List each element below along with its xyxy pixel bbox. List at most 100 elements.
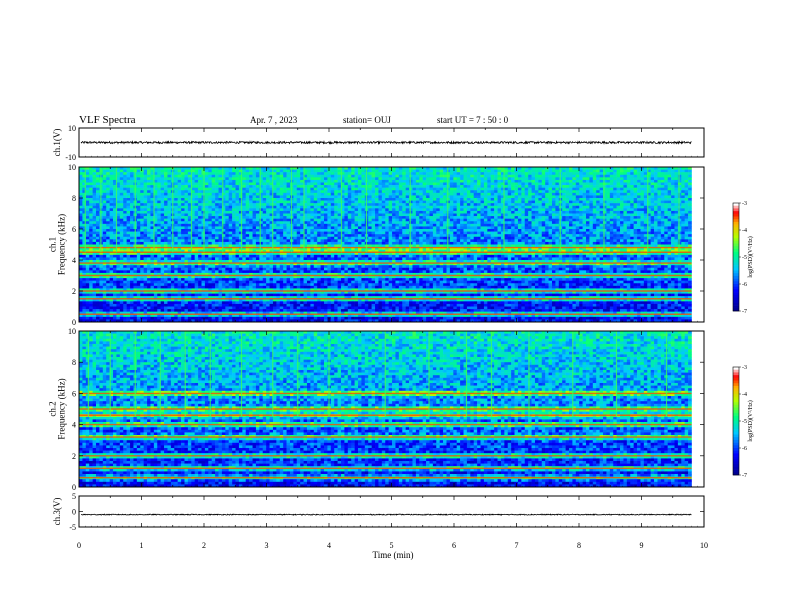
spectrogram-cell — [296, 218, 301, 222]
spectrogram-cell — [130, 285, 134, 289]
spectrogram-cell — [218, 241, 223, 245]
spectrogram-cell — [313, 210, 318, 214]
spectrogram-cell — [306, 288, 311, 292]
spectrogram-cell — [150, 185, 155, 188]
spectrogram-cell — [96, 280, 100, 284]
spectrogram-cell — [238, 254, 243, 258]
spectrogram-cell — [126, 285, 131, 289]
spectrogram-cell — [341, 293, 345, 297]
spectrogram-cell — [130, 247, 134, 250]
spectrogram-cell — [174, 316, 178, 320]
spectrogram-cell — [296, 236, 301, 240]
spectrogram-cell — [232, 301, 236, 305]
spectrogram-cell — [204, 172, 209, 176]
spectrogram-cell — [262, 167, 267, 170]
spectrogram-cell — [201, 301, 206, 305]
spectrogram-cell — [262, 236, 267, 240]
spectrogram-cell — [123, 200, 127, 204]
spectrogram-cell — [232, 267, 236, 271]
spectrogram-cell — [116, 285, 121, 289]
spectrogram-cell — [204, 298, 209, 302]
spectrogram-cell — [194, 257, 199, 261]
spectrogram-cell — [255, 291, 260, 294]
spectrogram-cell — [116, 278, 121, 281]
spectrogram-cell — [92, 249, 97, 253]
spectrogram-cell — [341, 231, 345, 235]
spectrogram-cell — [293, 283, 298, 287]
spectrogram-cell — [136, 187, 141, 191]
spectrogram-cell — [327, 236, 332, 240]
spectrogram-cell — [211, 252, 216, 256]
spectrogram-cell — [208, 247, 213, 250]
spectrogram-cell — [116, 298, 121, 302]
spectrogram-cell — [218, 319, 223, 323]
spectrogram-cell — [177, 309, 182, 312]
spectrogram-cell — [102, 254, 107, 258]
spectrogram-cell — [300, 291, 304, 294]
spectrogram-cell — [283, 213, 287, 217]
spectrogram-cell — [181, 303, 185, 307]
spectrogram-cell — [218, 252, 223, 256]
spectrogram-cell — [279, 169, 284, 173]
spectrogram-cell — [242, 229, 247, 232]
spectrogram-cell — [164, 272, 168, 276]
spectrogram-cell — [201, 270, 206, 274]
spectrogram-cell — [249, 203, 253, 207]
spectrogram-cell — [215, 257, 219, 261]
spectrogram-cell — [272, 226, 277, 230]
spectrogram-cell — [341, 291, 345, 294]
spectrogram-cell — [283, 301, 287, 305]
spectrogram-cell — [218, 223, 223, 227]
spectrogram-cell — [198, 272, 202, 276]
spectrogram-cell — [313, 319, 318, 323]
spectrogram-cell — [300, 316, 304, 320]
spectrogram-cell — [266, 198, 270, 201]
spectrogram-cell — [317, 298, 321, 302]
spectrogram-cell — [269, 270, 274, 274]
spectrogram-cell — [191, 236, 195, 240]
spectrogram-cell — [347, 262, 352, 266]
spectrogram-cell — [300, 265, 304, 269]
spectrogram-cell — [82, 169, 87, 173]
spectrogram-cell — [286, 187, 291, 191]
spectrogram-cell — [92, 198, 97, 201]
spectrogram-cell — [327, 293, 332, 297]
spectrogram-cell — [96, 192, 100, 196]
spectrogram-cell — [150, 223, 155, 227]
spectrogram-cell — [191, 272, 195, 276]
spectrogram-cell — [89, 172, 93, 176]
spectrogram-cell — [82, 280, 87, 284]
spectrogram-cell — [245, 203, 250, 207]
spectrogram-cell — [351, 182, 355, 186]
spectrogram-cell — [235, 296, 240, 300]
spectrogram-cell — [194, 275, 199, 279]
spectrogram-cell — [89, 231, 93, 235]
spectrogram-cell — [123, 203, 127, 207]
spectrogram-cell — [252, 267, 257, 271]
spectrogram-cell — [126, 231, 131, 235]
spectrogram-cell — [215, 234, 219, 238]
spectrogram-cell — [211, 179, 216, 183]
spectrogram-cell — [187, 270, 192, 274]
spectrogram-cell — [96, 247, 100, 250]
spectrogram-cell — [102, 239, 107, 243]
spectrogram-cell — [82, 216, 87, 219]
spectrogram-cell — [347, 174, 352, 178]
spectrogram-cell — [184, 231, 189, 235]
spectrogram-cell — [99, 311, 104, 315]
spectrogram-cell — [351, 231, 355, 235]
spectrogram-cell — [303, 285, 308, 289]
spectrogram-cell — [167, 234, 172, 238]
spectrogram-cell — [215, 172, 219, 176]
spectrogram-cell — [238, 221, 243, 225]
spectrogram-cell — [174, 192, 178, 196]
spectrogram-cell — [140, 301, 144, 305]
spectrogram-cell — [238, 316, 243, 320]
spectrogram-cell — [187, 247, 192, 250]
spectrogram-cell — [289, 267, 294, 271]
spectrogram-cell — [204, 262, 209, 266]
spectrogram-cell — [218, 234, 223, 238]
spectrogram-cell — [232, 234, 236, 238]
spectrogram-cell — [147, 244, 151, 248]
spectrogram-cell — [300, 272, 304, 276]
